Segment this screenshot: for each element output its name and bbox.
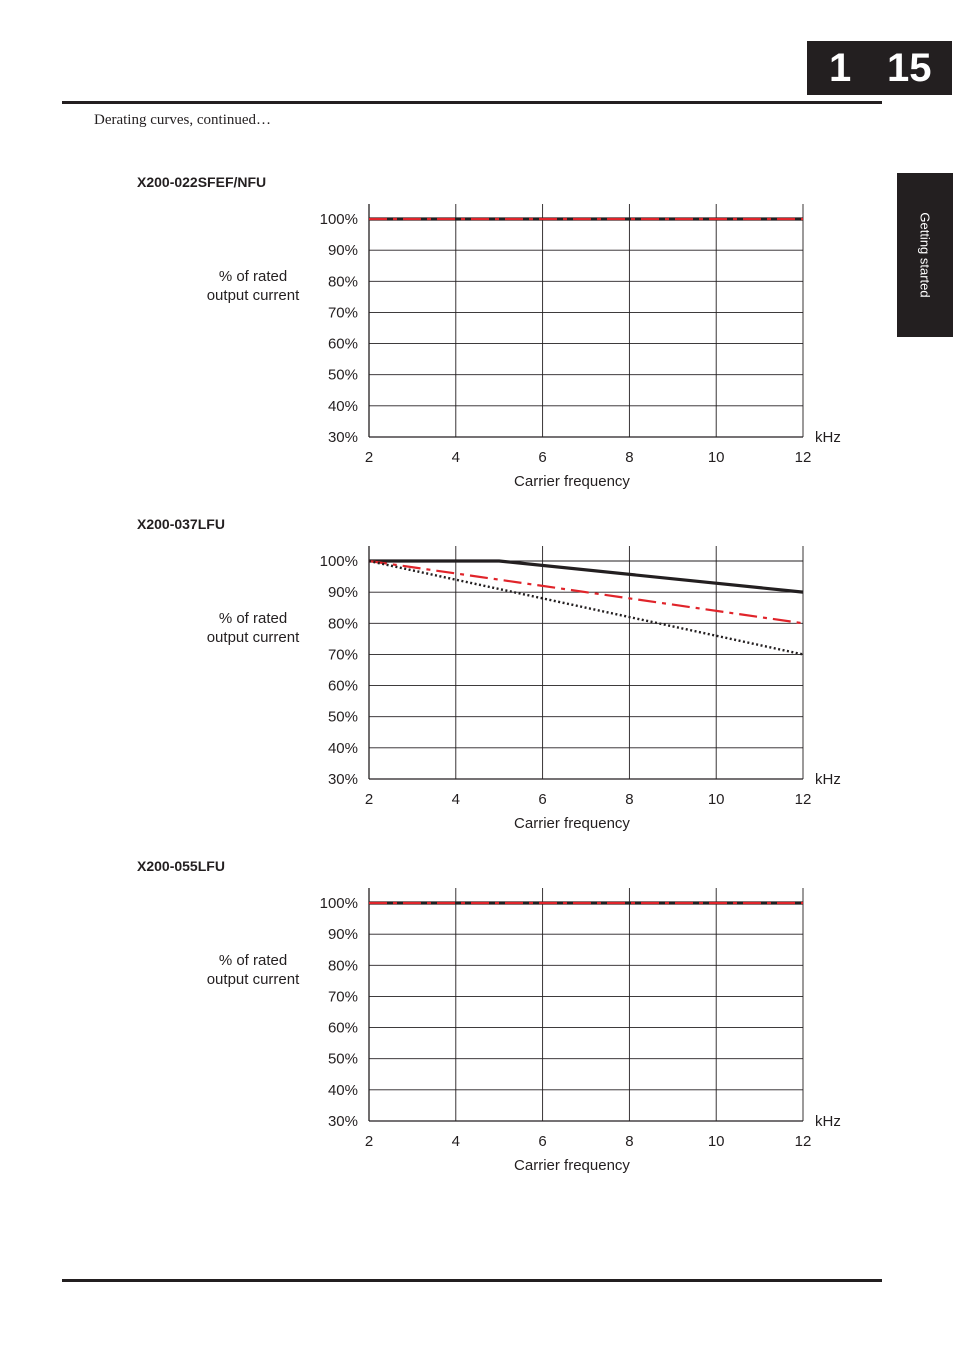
x-axis-title: Carrier frequency [514, 1157, 630, 1174]
x-unit-label: kHz [815, 1113, 841, 1130]
y-tick-label: 90% [328, 926, 358, 943]
y-tick-label: 60% [328, 1020, 358, 1037]
x-tick-label: 8 [625, 1133, 633, 1150]
y-tick-label: 90% [328, 584, 358, 601]
y-tick-label: 50% [328, 1051, 358, 1068]
y-tick-label: 40% [328, 740, 358, 757]
y-tick-label: 40% [328, 1082, 358, 1099]
y-tick-label: 50% [328, 367, 358, 384]
y-tick-label: 30% [328, 771, 358, 788]
y-tick-label: 40% [328, 398, 358, 415]
y-tick-label: 100% [320, 553, 358, 570]
side-tab: Getting started [897, 173, 953, 337]
x-tick-label: 10 [708, 1133, 725, 1150]
x-tick-label: 4 [452, 1133, 460, 1150]
y-tick-label: 90% [328, 242, 358, 259]
x-tick-label: 6 [538, 1133, 546, 1150]
y-tick-label: 100% [320, 895, 358, 912]
y-tick-label: 60% [328, 678, 358, 695]
x-tick-label: 6 [538, 791, 546, 808]
y-tick-label: 100% [320, 211, 358, 228]
x-tick-label: 6 [538, 449, 546, 466]
x-unit-label: kHz [815, 429, 841, 446]
chapter-page-box: 1 15 [807, 41, 952, 95]
y-tick-label: 50% [328, 709, 358, 726]
x-axis-title: Carrier frequency [514, 473, 630, 490]
y-axis-title-line: output current [207, 287, 300, 304]
y-tick-label: 30% [328, 429, 358, 446]
y-tick-label: 60% [328, 336, 358, 353]
x-tick-label: 10 [708, 449, 725, 466]
y-tick-label: 80% [328, 957, 358, 974]
x-tick-label: 12 [795, 1133, 812, 1150]
x-tick-label: 12 [795, 791, 812, 808]
chart-title-3: X200-055LFU [137, 858, 225, 874]
y-axis-title-line: % of rated [219, 610, 287, 627]
chart-title-1: X200-022SFEF/NFU [137, 174, 267, 190]
x-unit-label: kHz [815, 771, 841, 788]
x-tick-label: 4 [452, 791, 460, 808]
y-tick-label: 80% [328, 615, 358, 632]
x-tick-label: 8 [625, 449, 633, 466]
y-axis-title-line: output current [207, 971, 300, 988]
bottom-rule [62, 1279, 882, 1282]
page-number: 15 [887, 46, 932, 90]
x-tick-label: 2 [365, 449, 373, 466]
x-tick-label: 10 [708, 791, 725, 808]
intro-text: Derating curves, continued… [94, 112, 272, 128]
y-axis-title-line: % of rated [219, 268, 287, 285]
series-line-dashdot [368, 559, 804, 625]
side-tab-label: Getting started [917, 212, 933, 298]
y-tick-label: 70% [328, 304, 358, 321]
x-tick-label: 4 [452, 449, 460, 466]
x-tick-label: 2 [365, 791, 373, 808]
y-tick-label: 80% [328, 273, 358, 290]
x-tick-label: 2 [365, 1133, 373, 1150]
series-line-solid [369, 559, 804, 594]
top-rule [62, 101, 882, 104]
chart-title-2: X200-037LFU [137, 516, 225, 532]
chapter-number: 1 [829, 46, 852, 90]
x-axis-title: Carrier frequency [514, 815, 630, 832]
x-tick-label: 8 [625, 791, 633, 808]
y-axis-title-line: output current [207, 629, 300, 646]
series-line-dotted [368, 559, 804, 656]
y-tick-label: 30% [328, 1113, 358, 1130]
y-tick-label: 70% [328, 988, 358, 1005]
y-tick-label: 70% [328, 646, 358, 663]
y-axis-title-line: % of rated [219, 952, 287, 969]
x-tick-label: 12 [795, 449, 812, 466]
